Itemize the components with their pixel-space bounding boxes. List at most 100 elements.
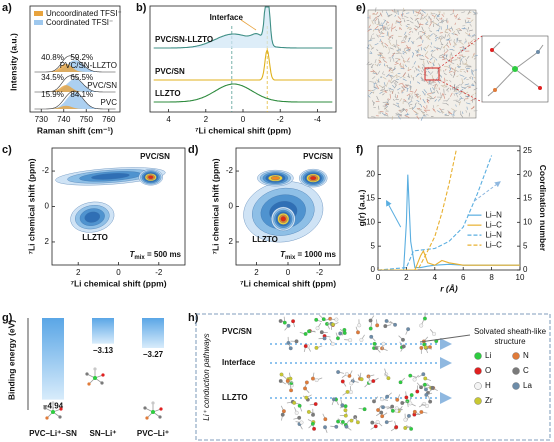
bond (446, 42, 449, 46)
bond (422, 90, 426, 96)
atom (423, 345, 428, 350)
bond (452, 46, 455, 48)
bond (396, 95, 398, 99)
sample-label: PVC/SN-LLZTO (155, 35, 213, 44)
bond (406, 44, 410, 50)
bond (423, 89, 427, 94)
bond (436, 70, 439, 75)
y-tick-label: 2 (229, 237, 234, 246)
bond (429, 45, 432, 48)
zoom-region (424, 67, 440, 81)
atom (370, 420, 375, 425)
bond (435, 39, 437, 42)
x-tick-label: 760 (102, 115, 116, 124)
legend-atom (474, 367, 482, 375)
atom (357, 323, 362, 328)
bond (458, 66, 461, 68)
bond (436, 13, 440, 18)
x-tick-label: 0 (116, 268, 121, 277)
bond (466, 28, 469, 33)
bond (405, 35, 407, 40)
bond (384, 90, 386, 93)
atom (348, 338, 353, 343)
mixing-time-part: mix (285, 255, 296, 261)
atom (368, 318, 373, 323)
bond (463, 48, 466, 51)
x-tick-label: 2 (204, 115, 209, 124)
bond (395, 21, 401, 24)
value-label: −3.13 (93, 346, 114, 355)
bond (456, 83, 461, 88)
bond (389, 47, 394, 50)
bond (449, 65, 451, 70)
bond (434, 36, 439, 39)
bond (381, 42, 384, 45)
bond (448, 29, 452, 32)
atom (85, 372, 89, 376)
bond (399, 23, 403, 27)
atom (100, 381, 104, 385)
atom (375, 323, 380, 328)
bond (387, 98, 391, 100)
atom (406, 327, 411, 332)
atom (297, 403, 302, 408)
panel-label: a) (2, 2, 12, 14)
atom (278, 319, 283, 323)
bond (425, 80, 429, 84)
bond (370, 66, 373, 69)
bond (445, 28, 451, 30)
bond (378, 35, 381, 37)
bond (385, 102, 390, 105)
bond (469, 23, 472, 27)
atom (368, 379, 372, 384)
bond (462, 46, 467, 50)
y-axis-label: Intensity (a.u.) (8, 33, 18, 91)
bond (414, 25, 419, 28)
bond (386, 11, 389, 16)
bond (447, 110, 450, 115)
bond (465, 110, 467, 113)
atom (381, 405, 385, 410)
bond (388, 69, 391, 72)
atom (430, 385, 435, 390)
atom (58, 415, 62, 419)
bond (428, 79, 431, 85)
bond (429, 87, 432, 93)
bond (394, 62, 399, 66)
bond (384, 9, 387, 12)
atom (297, 415, 302, 420)
bond (429, 71, 434, 76)
bond (452, 68, 456, 72)
y-tick-label: 0 (371, 265, 376, 274)
bond (372, 33, 375, 35)
bond (455, 92, 459, 98)
bond (377, 70, 381, 76)
bond (416, 100, 420, 103)
bond (419, 11, 423, 17)
atom (306, 409, 311, 414)
bond (383, 26, 386, 29)
panel-label: g) (2, 312, 13, 324)
atom (409, 426, 414, 431)
bond (413, 61, 416, 65)
x-tick-label: 8 (489, 273, 494, 282)
bond (392, 85, 395, 88)
bond (473, 11, 477, 16)
bond (460, 58, 463, 62)
bond (462, 63, 467, 66)
bond (453, 86, 457, 91)
bond (429, 30, 432, 32)
bond (402, 52, 405, 55)
bond (405, 108, 408, 111)
bond (445, 85, 448, 88)
atom (51, 410, 55, 414)
bond (443, 93, 446, 99)
bond (381, 112, 386, 116)
bond (466, 70, 469, 73)
contour-level (280, 216, 286, 222)
bond (471, 34, 475, 37)
bond (445, 87, 450, 91)
bond (416, 54, 421, 56)
bond (399, 109, 404, 112)
bond (437, 110, 441, 113)
